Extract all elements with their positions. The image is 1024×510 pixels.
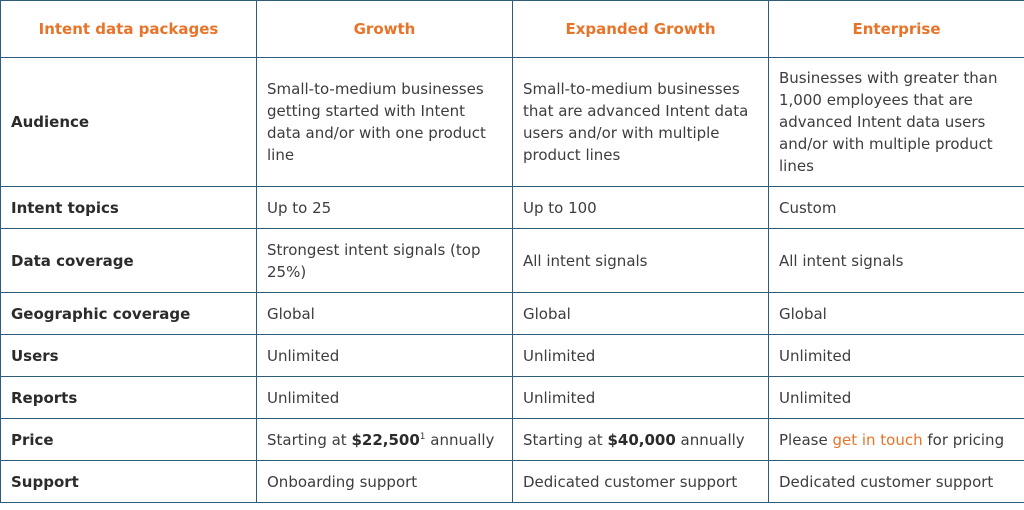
- price-suffix: for pricing: [922, 430, 1005, 449]
- cell-users-expanded: Unlimited: [512, 334, 769, 377]
- cell-audience-expanded: Small-to-medium businesses that are adva…: [512, 57, 769, 187]
- row-label-intent-topics: Intent topics: [0, 186, 257, 229]
- cell-audience-growth: Small-to-medium businesses getting start…: [256, 57, 513, 187]
- cell-reports-expanded: Unlimited: [512, 376, 769, 419]
- table-row: Price Starting at $22,5001 annually Star…: [0, 418, 1024, 461]
- cell-users-enterprise: Unlimited: [768, 334, 1024, 377]
- cell-price-enterprise: Please get in touch for pricing: [768, 418, 1024, 461]
- cell-coverage-growth: Strongest intent signals (top 25%): [256, 228, 513, 293]
- row-label-support: Support: [0, 460, 257, 503]
- price-prefix: Please: [779, 430, 833, 449]
- cell-reports-enterprise: Unlimited: [768, 376, 1024, 419]
- get-in-touch-link[interactable]: get in touch: [832, 430, 923, 449]
- price-suffix: annually: [675, 430, 745, 449]
- price-suffix: annually: [425, 430, 495, 449]
- cell-price-expanded: Starting at $40,000 annually: [512, 418, 769, 461]
- header-enterprise: Enterprise: [768, 0, 1024, 58]
- price-footnote: 1: [419, 431, 426, 442]
- table-row: Audience Small-to-medium businesses gett…: [0, 57, 1024, 187]
- header-packages: Intent data packages: [0, 0, 257, 58]
- cell-coverage-expanded: All intent signals: [512, 228, 769, 293]
- cell-support-expanded: Dedicated customer support: [512, 460, 769, 503]
- price-prefix: Starting at: [523, 430, 608, 449]
- cell-users-growth: Unlimited: [256, 334, 513, 377]
- table-row: Users Unlimited Unlimited Unlimited: [0, 334, 1024, 377]
- cell-geo-enterprise: Global: [768, 292, 1024, 335]
- price-amount: $40,000: [607, 430, 676, 449]
- cell-support-growth: Onboarding support: [256, 460, 513, 503]
- cell-topics-expanded: Up to 100: [512, 186, 769, 229]
- row-label-data-coverage: Data coverage: [0, 228, 257, 293]
- row-label-reports: Reports: [0, 376, 257, 419]
- table-row: Reports Unlimited Unlimited Unlimited: [0, 376, 1024, 419]
- header-growth: Growth: [256, 0, 513, 58]
- cell-support-enterprise: Dedicated customer support: [768, 460, 1024, 503]
- row-label-geographic-coverage: Geographic coverage: [0, 292, 257, 335]
- cell-topics-enterprise: Custom: [768, 186, 1024, 229]
- table-row: Data coverage Strongest intent signals (…: [0, 228, 1024, 293]
- cell-geo-growth: Global: [256, 292, 513, 335]
- price-prefix: Starting at: [267, 430, 352, 449]
- cell-geo-expanded: Global: [512, 292, 769, 335]
- cell-price-growth: Starting at $22,5001 annually: [256, 418, 513, 461]
- price-amount: $22,500: [351, 430, 420, 449]
- table-row: Support Onboarding support Dedicated cus…: [0, 460, 1024, 503]
- cell-reports-growth: Unlimited: [256, 376, 513, 419]
- cell-topics-growth: Up to 25: [256, 186, 513, 229]
- cell-coverage-enterprise: All intent signals: [768, 228, 1024, 293]
- cell-audience-enterprise: Businesses with greater than 1,000 emplo…: [768, 57, 1024, 187]
- row-label-price: Price: [0, 418, 257, 461]
- table-row: Geographic coverage Global Global Global: [0, 292, 1024, 335]
- row-label-audience: Audience: [0, 57, 257, 187]
- table-header-row: Intent data packages Growth Expanded Gro…: [0, 0, 1024, 58]
- row-label-users: Users: [0, 334, 257, 377]
- header-expanded-growth: Expanded Growth: [512, 0, 769, 58]
- table-row: Intent topics Up to 25 Up to 100 Custom: [0, 186, 1024, 229]
